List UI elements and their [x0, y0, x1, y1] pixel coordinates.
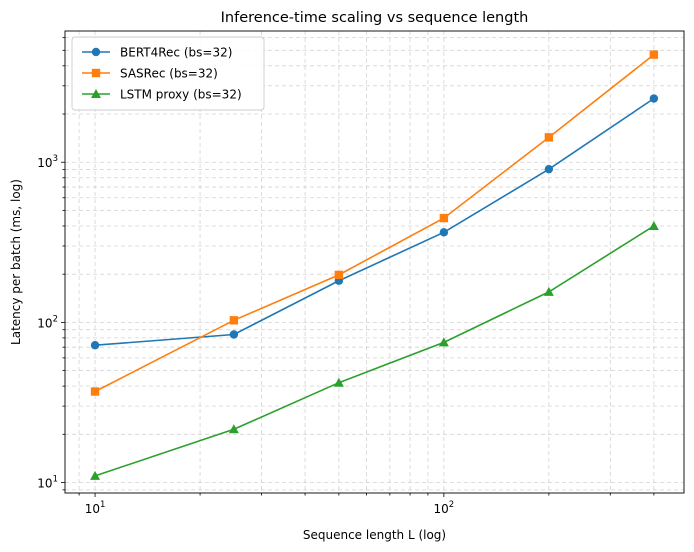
- data-point: [439, 228, 449, 237]
- series-2: [90, 220, 659, 480]
- legend-label: BERT4Rec (bs=32): [120, 46, 232, 60]
- data-point: [229, 330, 239, 339]
- data-point: [544, 133, 554, 142]
- ticks: 101 102 101 102 103: [37, 37, 655, 516]
- data-point: [544, 164, 554, 174]
- data-point: [334, 270, 344, 280]
- x-axis-label: Sequence length L (log): [303, 528, 446, 542]
- x-tick-label: 102: [434, 500, 455, 516]
- y-tick-label: 102: [37, 314, 58, 330]
- data-point: [648, 220, 659, 230]
- plot-frame: [64, 30, 685, 494]
- y-tick-label: 103: [37, 154, 58, 170]
- legend-swatch-marker: [91, 47, 101, 57]
- series-line: [94, 53, 655, 393]
- series-line: [94, 225, 655, 477]
- data-point: [543, 286, 554, 296]
- legend-item: SASRec (bs=32): [82, 67, 218, 81]
- data-point: [439, 213, 449, 223]
- series-line: [95, 97, 655, 347]
- legend-label: SASRec (bs=32): [120, 67, 218, 81]
- legend-swatch-marker: [91, 89, 101, 98]
- y-axis-label: Latency per batch (ms, log): [9, 179, 23, 345]
- data-point: [90, 341, 100, 350]
- series-1: [90, 50, 659, 396]
- data-point: [438, 337, 449, 347]
- x-tick-label: 101: [85, 500, 106, 516]
- legend-item: LSTM proxy (bs=32): [82, 88, 242, 102]
- data-point: [333, 377, 344, 387]
- legend-box: [71, 36, 265, 111]
- data-point: [228, 424, 239, 434]
- data-point: [90, 387, 100, 396]
- data-point: [649, 50, 659, 59]
- series-layer: [90, 50, 659, 480]
- legend-item: BERT4Rec (bs=32): [82, 46, 232, 60]
- y-tick-label: 101: [37, 475, 58, 491]
- legend: BERT4Rec (bs=32) SASRec (bs=32) LSTM proxy…: [71, 36, 265, 111]
- data-point: [649, 94, 659, 103]
- legend-swatch-marker: [91, 68, 101, 78]
- chart-title: Inference-time scaling vs sequence lengt…: [221, 10, 529, 26]
- data-point: [90, 470, 101, 480]
- legend-label: LSTM proxy (bs=32): [120, 88, 242, 102]
- data-point: [229, 316, 239, 325]
